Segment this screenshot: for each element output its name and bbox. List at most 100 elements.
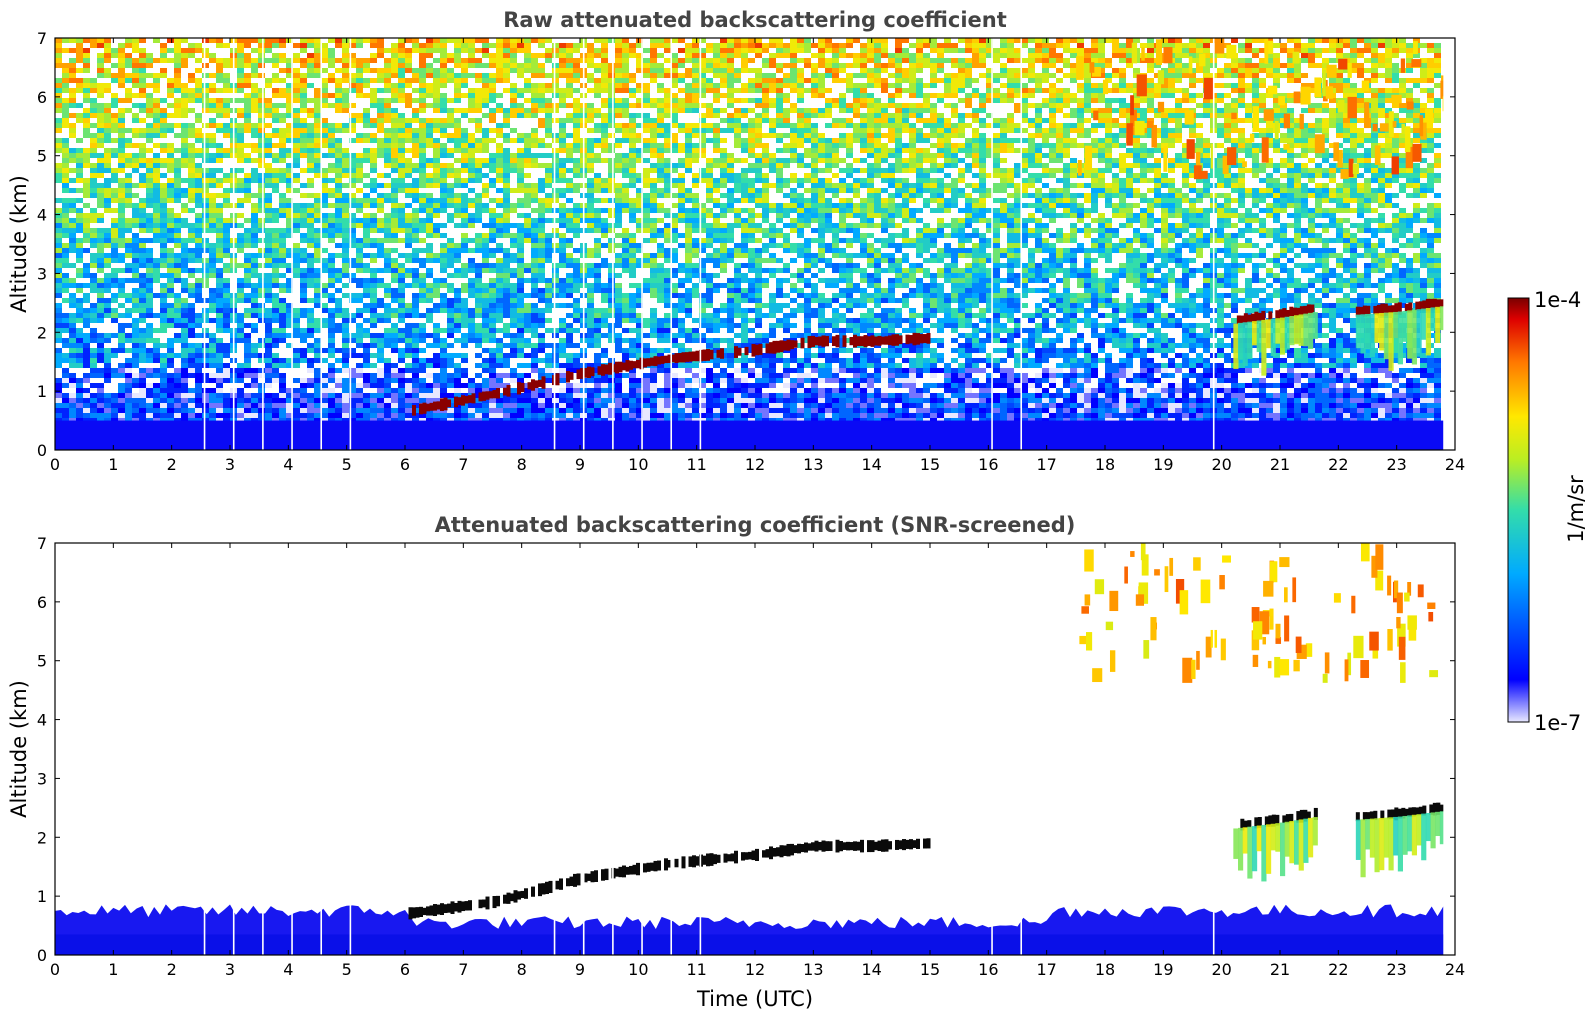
cloud-fallstreak-cell bbox=[1270, 823, 1276, 851]
cloud-layer-cell bbox=[1422, 805, 1427, 816]
cloud-layer-cell bbox=[783, 845, 787, 856]
cloud-layer-cell bbox=[541, 376, 546, 389]
high-cloud-cell bbox=[1337, 100, 1345, 113]
cloud-fallstreak-cell bbox=[1289, 316, 1295, 346]
cloud-layer-cell bbox=[422, 907, 427, 916]
cloud-layer-cell bbox=[1310, 304, 1315, 315]
cloud-fallstreak-cell bbox=[1421, 308, 1427, 340]
high-cloud-cell bbox=[1388, 111, 1394, 137]
panel-screened-x-ticks: 0 1 2 3 4 5 6 7 8 9 10 11 12 13 14 15 16 17 18 19 20 21 22 23 24 bbox=[50, 543, 1465, 979]
noise-cells bbox=[55, 138, 1441, 368]
high-cloud-cell bbox=[1404, 592, 1410, 602]
cloud-layer-cell bbox=[1355, 306, 1360, 317]
panel-raw-y-ticks: 0 1 2 3 4 5 6 7 bbox=[37, 29, 1455, 460]
cloud-layer-cell bbox=[1296, 307, 1301, 316]
cloud-layer-cell bbox=[762, 850, 766, 858]
high-cloud-cell bbox=[1269, 608, 1274, 630]
cloud-fallstreak-cell bbox=[1238, 827, 1244, 871]
cloud-layer-cell bbox=[531, 886, 535, 897]
x-tick-label: 3 bbox=[225, 455, 235, 474]
cloud-layer-cell bbox=[765, 343, 770, 354]
cloud-layer-cell bbox=[1289, 813, 1294, 823]
cloud-layer-cell bbox=[408, 907, 413, 920]
cloud-fallstreak-cell bbox=[1374, 313, 1380, 343]
cloud-layer-cell bbox=[622, 865, 626, 878]
cloud-layer-cell bbox=[590, 367, 595, 377]
cloud-layer-cell bbox=[884, 839, 889, 852]
cloud-layer-cell bbox=[454, 902, 458, 912]
high-cloud-cell bbox=[1130, 551, 1135, 557]
panel-screened-y-label: Altitude (km) bbox=[7, 680, 31, 818]
y-tick-label: 4 bbox=[37, 711, 47, 730]
data-gap-line bbox=[349, 543, 352, 955]
cloud-fallstreak-cell bbox=[1355, 314, 1361, 349]
cloud-layer-cell bbox=[524, 888, 528, 899]
cloud-fallstreak-cell bbox=[1369, 818, 1375, 858]
high-cloud-cell bbox=[1364, 102, 1370, 129]
cloud-layer-cell bbox=[681, 352, 686, 363]
cloud-layer-cell bbox=[464, 395, 469, 404]
cloud-layer-cell bbox=[674, 353, 679, 364]
high-cloud-cell bbox=[1169, 557, 1174, 576]
x-tick-label: 4 bbox=[283, 960, 293, 979]
high-cloud-cell bbox=[1284, 615, 1290, 642]
x-tick-label: 13 bbox=[803, 455, 823, 474]
cloud-layer-cell bbox=[1278, 309, 1283, 321]
cloud-layer-cell bbox=[1387, 809, 1392, 820]
cloud-layer-cell bbox=[604, 868, 609, 881]
high-cloud-cell bbox=[1405, 146, 1414, 169]
cloud-layer-cell bbox=[1394, 303, 1399, 315]
cloud-fallstreak-cell bbox=[1430, 307, 1436, 331]
cloud-layer-cell bbox=[496, 388, 500, 399]
x-axis-label: Time (UTC) bbox=[696, 987, 813, 1011]
high-cloud-cell bbox=[1262, 637, 1267, 645]
cloud-layer-cell bbox=[741, 852, 745, 861]
high-cloud-cell bbox=[1093, 110, 1099, 121]
high-cloud-cell bbox=[1141, 47, 1145, 61]
high-cloud-cell bbox=[1264, 40, 1274, 54]
cloud-layer-cell bbox=[1254, 817, 1259, 829]
cloud-fallstreak-cell bbox=[1275, 823, 1281, 852]
cloud-layer-cell bbox=[695, 856, 700, 866]
high-cloud-cell bbox=[1338, 58, 1348, 70]
cloud-layer-cell bbox=[573, 873, 577, 887]
cloud-layer-cell bbox=[471, 393, 476, 404]
x-tick-label: 3 bbox=[225, 960, 235, 979]
cloud-layer-cell bbox=[702, 855, 707, 865]
cloud-layer-cell bbox=[587, 366, 591, 378]
cloud-layer-cell bbox=[779, 845, 784, 858]
cloud-layer-cell bbox=[772, 340, 777, 354]
x-tick-label: 20 bbox=[1211, 455, 1231, 474]
high-cloud-cell bbox=[1092, 668, 1103, 683]
cloud-fallstreak-cell bbox=[1421, 813, 1427, 861]
high-cloud-cell bbox=[1267, 660, 1272, 669]
data-gap-line bbox=[1212, 38, 1215, 450]
high-cloud-cell bbox=[1406, 101, 1414, 110]
x-tick-label: 12 bbox=[745, 960, 765, 979]
high-cloud-cell bbox=[1413, 41, 1418, 55]
cloud-layer-cell bbox=[1296, 811, 1301, 823]
cloud-layer-cell bbox=[506, 892, 511, 904]
cloud-layer-cell bbox=[874, 841, 878, 851]
cloud-layer-cell bbox=[496, 895, 500, 907]
cloud-layer-cell bbox=[660, 355, 665, 364]
high-cloud-cell bbox=[1259, 611, 1270, 635]
cloud-layer-cell bbox=[860, 839, 864, 853]
cloud-layer-cell bbox=[1271, 814, 1276, 827]
cloud-layer-cell bbox=[909, 335, 913, 344]
data-gap-line bbox=[1212, 543, 1215, 955]
cloud-layer-cell bbox=[688, 351, 693, 362]
high-cloud-cell bbox=[1360, 660, 1370, 678]
cloud-layer-cell bbox=[1289, 306, 1294, 320]
high-cloud-cell bbox=[1347, 652, 1352, 676]
cloud-layer-cell bbox=[643, 863, 647, 873]
cloud-layer-cell bbox=[478, 899, 483, 909]
cloud-fallstreak-cell bbox=[1365, 313, 1371, 350]
cloud-fallstreak-cell bbox=[1298, 314, 1304, 346]
x-tick-label: 6 bbox=[400, 455, 410, 474]
cloud-layer-cell bbox=[594, 870, 598, 882]
cloud-layer-cell bbox=[744, 346, 749, 356]
data-gap-line bbox=[641, 543, 643, 955]
cloud-layer-cell bbox=[860, 336, 864, 347]
